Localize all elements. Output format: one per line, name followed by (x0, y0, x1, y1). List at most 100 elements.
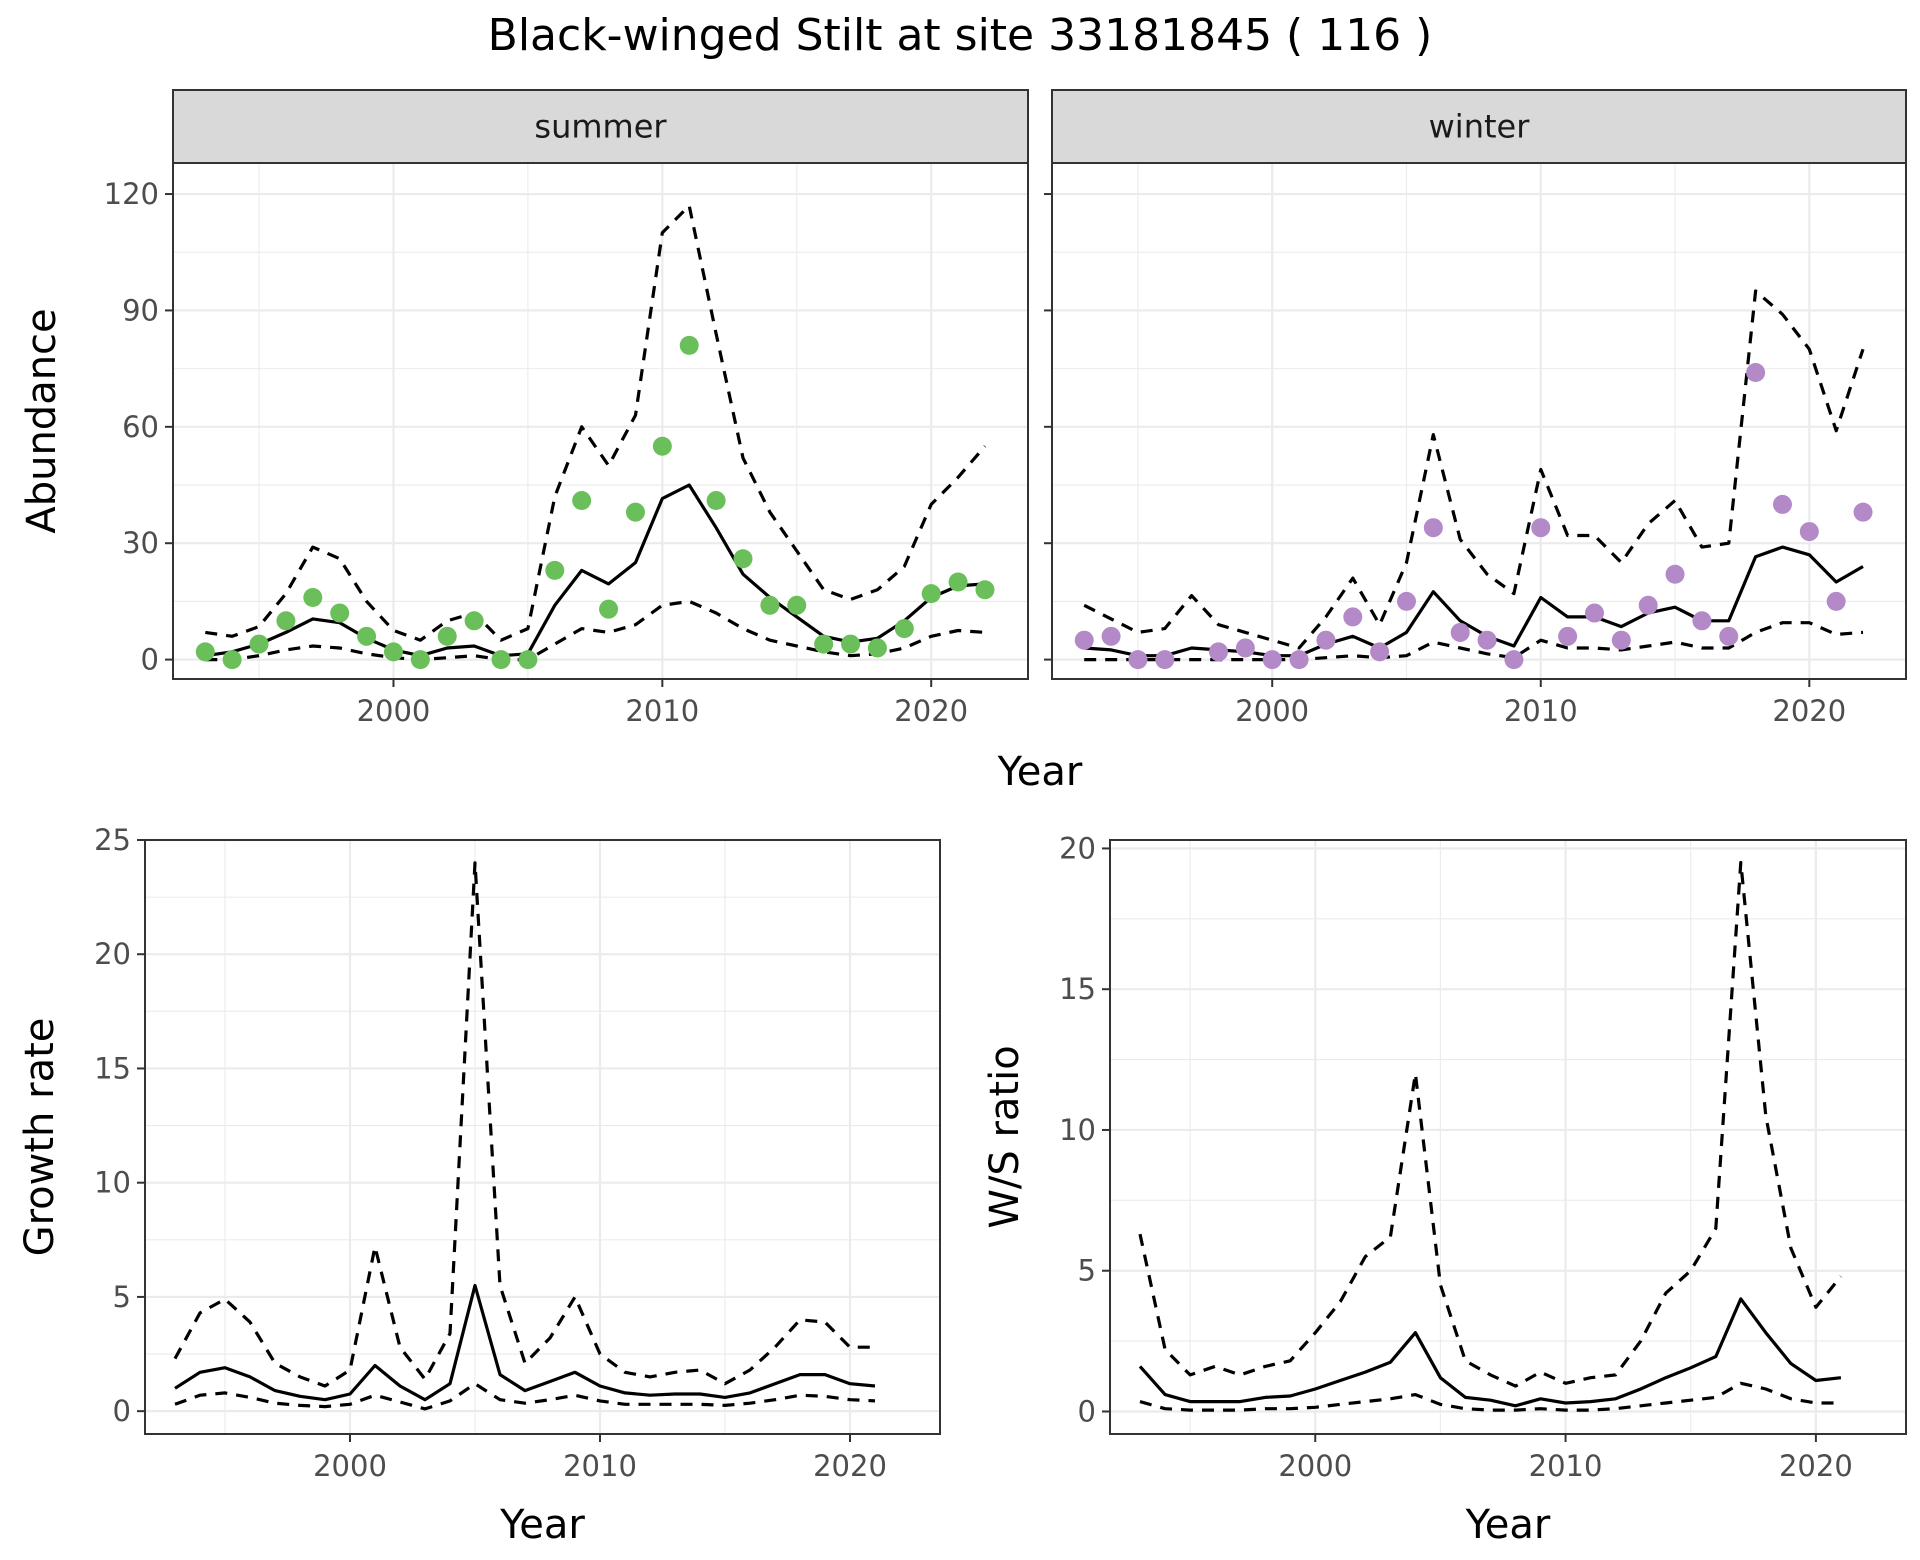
upper-bound-line (205, 204, 987, 642)
panel-summer: summer 2000 2010 2020 0 30 60 90 120 Year Abundanc… (19, 89, 1083, 795)
lower-bound-line (174, 1382, 876, 1411)
observed-point (1423, 518, 1443, 538)
y-tick-label: 120 (104, 177, 159, 211)
y-tick-label: 5 (1078, 1254, 1096, 1288)
observed-point (249, 634, 269, 654)
panel-panel4: 2000 2010 2020 0 5 10 15 20 Year W/S ratio (982, 831, 1907, 1548)
observed-point (1584, 603, 1604, 623)
observed-point (518, 650, 538, 670)
observed-point (894, 619, 914, 639)
observed-point (1611, 630, 1631, 650)
observed-point (1665, 564, 1685, 584)
x-tick-label: 2000 (1235, 694, 1309, 728)
observed-point (1155, 650, 1175, 670)
observed-point (867, 638, 887, 658)
x-tick-label: 2020 (813, 1449, 887, 1483)
x-tick-label: 2010 (1504, 694, 1578, 728)
observed-point (1746, 363, 1766, 383)
upper-bound-line (1083, 289, 1865, 650)
x-tick-label: 2000 (357, 694, 431, 728)
observed-point (814, 634, 834, 654)
figure-title: Black-winged Stilt at site 33181845 ( 11… (488, 10, 1433, 61)
fitted-line (1138, 1297, 1842, 1408)
observed-point (625, 502, 645, 522)
observed-point (1450, 622, 1470, 642)
observed-point (1772, 494, 1792, 514)
observed-point (437, 626, 457, 646)
x-tick-label: 2000 (1278, 1449, 1352, 1483)
y-tick-label: 60 (122, 410, 159, 444)
observed-point (1558, 626, 1578, 646)
observed-point (1101, 626, 1121, 646)
x-tick-label: 2020 (894, 694, 968, 728)
panel-border (144, 839, 941, 1435)
observed-point (491, 650, 511, 670)
observed-point (1262, 650, 1282, 670)
observed-point (1826, 591, 1846, 611)
observed-point (410, 650, 430, 670)
y-tick-label: 25 (94, 823, 131, 857)
x-axis-title: Year (499, 1502, 585, 1548)
observed-point (1316, 630, 1336, 650)
x-tick-label: 2010 (1529, 1449, 1603, 1483)
observed-point (1638, 595, 1658, 615)
observed-point (921, 584, 941, 604)
y-axis-title: Growth rate (17, 1018, 63, 1257)
y-tick-label: 5 (113, 1280, 131, 1314)
observed-point (1209, 642, 1229, 662)
y-tick-label: 20 (1059, 831, 1096, 865)
x-tick-label: 2010 (563, 1449, 637, 1483)
observed-point (303, 588, 323, 608)
observed-point (1396, 591, 1416, 611)
lower-bound-line (1139, 1381, 1841, 1412)
observed-point (1343, 607, 1363, 627)
facet-strip-label: summer (534, 108, 667, 146)
observed-point (787, 595, 807, 615)
observed-point (1128, 650, 1148, 670)
observed-point (733, 549, 753, 569)
panel-background (1110, 840, 1906, 1434)
observed-point (1504, 650, 1524, 670)
y-tick-label: 20 (94, 937, 131, 971)
observed-point (464, 611, 484, 631)
observed-point (1370, 642, 1390, 662)
observed-point (1531, 518, 1551, 538)
panel-background (1052, 163, 1906, 679)
upper-bound-line (1138, 860, 1843, 1388)
observed-point (975, 580, 995, 600)
panel-border (1109, 839, 1907, 1435)
observed-point (330, 603, 350, 623)
observed-point (1853, 502, 1873, 522)
facet-strip (172, 89, 1029, 164)
observed-point (195, 642, 215, 662)
x-axis-title: Year (997, 749, 1083, 795)
observed-point (222, 650, 242, 670)
y-tick-label: 15 (94, 1051, 131, 1085)
panel-background (145, 840, 940, 1434)
facet-strip-label: winter (1429, 108, 1531, 146)
x-tick-label: 2020 (1779, 1449, 1853, 1483)
panel-winter: winter 2000 2010 2020 (1044, 89, 1907, 728)
observed-point (1799, 522, 1819, 542)
lower-bound-line (205, 599, 986, 662)
observed-point (1719, 626, 1739, 646)
observed-point (1692, 611, 1712, 631)
observed-point (1289, 650, 1309, 670)
y-tick-label: 0 (1078, 1394, 1096, 1428)
y-axis-title: Abundance (19, 308, 65, 533)
x-tick-label: 2010 (625, 694, 699, 728)
observed-point (545, 560, 565, 580)
x-tick-label: 2020 (1772, 694, 1846, 728)
observed-point (383, 642, 403, 662)
observed-point (841, 634, 861, 654)
y-tick-label: 90 (122, 293, 159, 327)
observed-point (1074, 630, 1094, 650)
observed-point (706, 491, 726, 511)
observed-point (679, 335, 699, 355)
x-tick-label: 2000 (313, 1449, 387, 1483)
observed-point (948, 572, 968, 592)
observed-point (357, 626, 377, 646)
observed-point (1477, 630, 1497, 650)
y-tick-label: 10 (94, 1166, 131, 1200)
